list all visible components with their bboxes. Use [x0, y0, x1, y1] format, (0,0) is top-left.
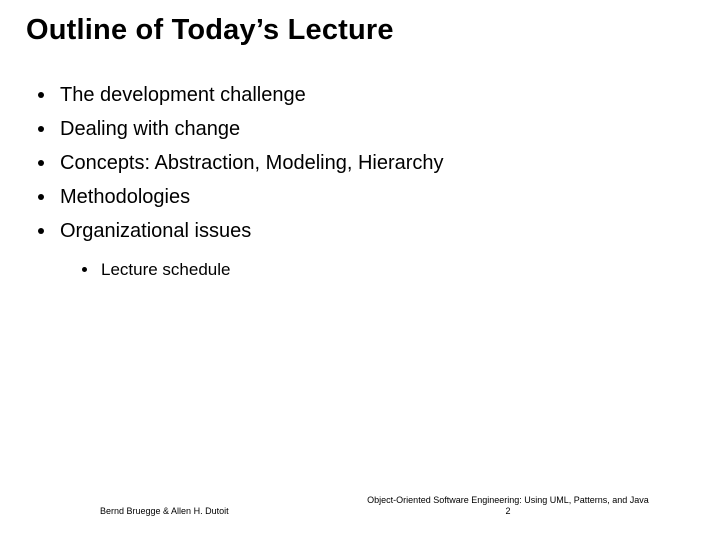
page-number: 2 — [338, 506, 678, 516]
list-item: Concepts: Abstraction, Modeling, Hierarc… — [38, 150, 678, 177]
footer-book-title: Object-Oriented Software Engineering: Us… — [338, 495, 678, 516]
list-item: Methodologies — [38, 184, 678, 211]
slide-title: Outline of Today’s Lecture — [26, 14, 394, 47]
slide: Outline of Today’s Lecture The developme… — [0, 0, 720, 540]
bullet-text: Methodologies — [60, 184, 190, 211]
footer-right-text: Object-Oriented Software Engineering: Us… — [367, 495, 649, 505]
list-item: Dealing with change — [38, 116, 678, 143]
bullet-text: Dealing with change — [60, 116, 240, 143]
bullet-icon — [38, 92, 44, 98]
sub-bullet-text: Lecture schedule — [101, 259, 230, 281]
sub-list-item: Lecture schedule — [82, 259, 678, 281]
bullet-list: The development challenge Dealing with c… — [38, 82, 678, 287]
bullet-icon — [38, 126, 44, 132]
sub-bullet-list: Lecture schedule — [82, 259, 678, 281]
bullet-icon — [38, 160, 44, 166]
bullet-text: The development challenge — [60, 82, 306, 109]
bullet-icon — [38, 228, 44, 234]
bullet-text: Organizational issues — [60, 218, 251, 245]
bullet-text: Concepts: Abstraction, Modeling, Hierarc… — [60, 150, 444, 177]
bullet-icon — [38, 194, 44, 200]
bullet-icon — [82, 267, 87, 272]
footer-authors: Bernd Bruegge & Allen H. Dutoit — [100, 506, 229, 516]
list-item: Organizational issues — [38, 218, 678, 245]
list-item: The development challenge — [38, 82, 678, 109]
